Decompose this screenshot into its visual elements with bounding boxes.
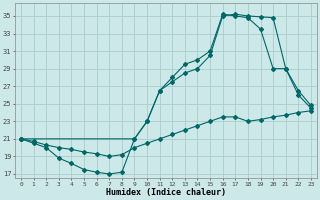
X-axis label: Humidex (Indice chaleur): Humidex (Indice chaleur) [106,188,226,197]
